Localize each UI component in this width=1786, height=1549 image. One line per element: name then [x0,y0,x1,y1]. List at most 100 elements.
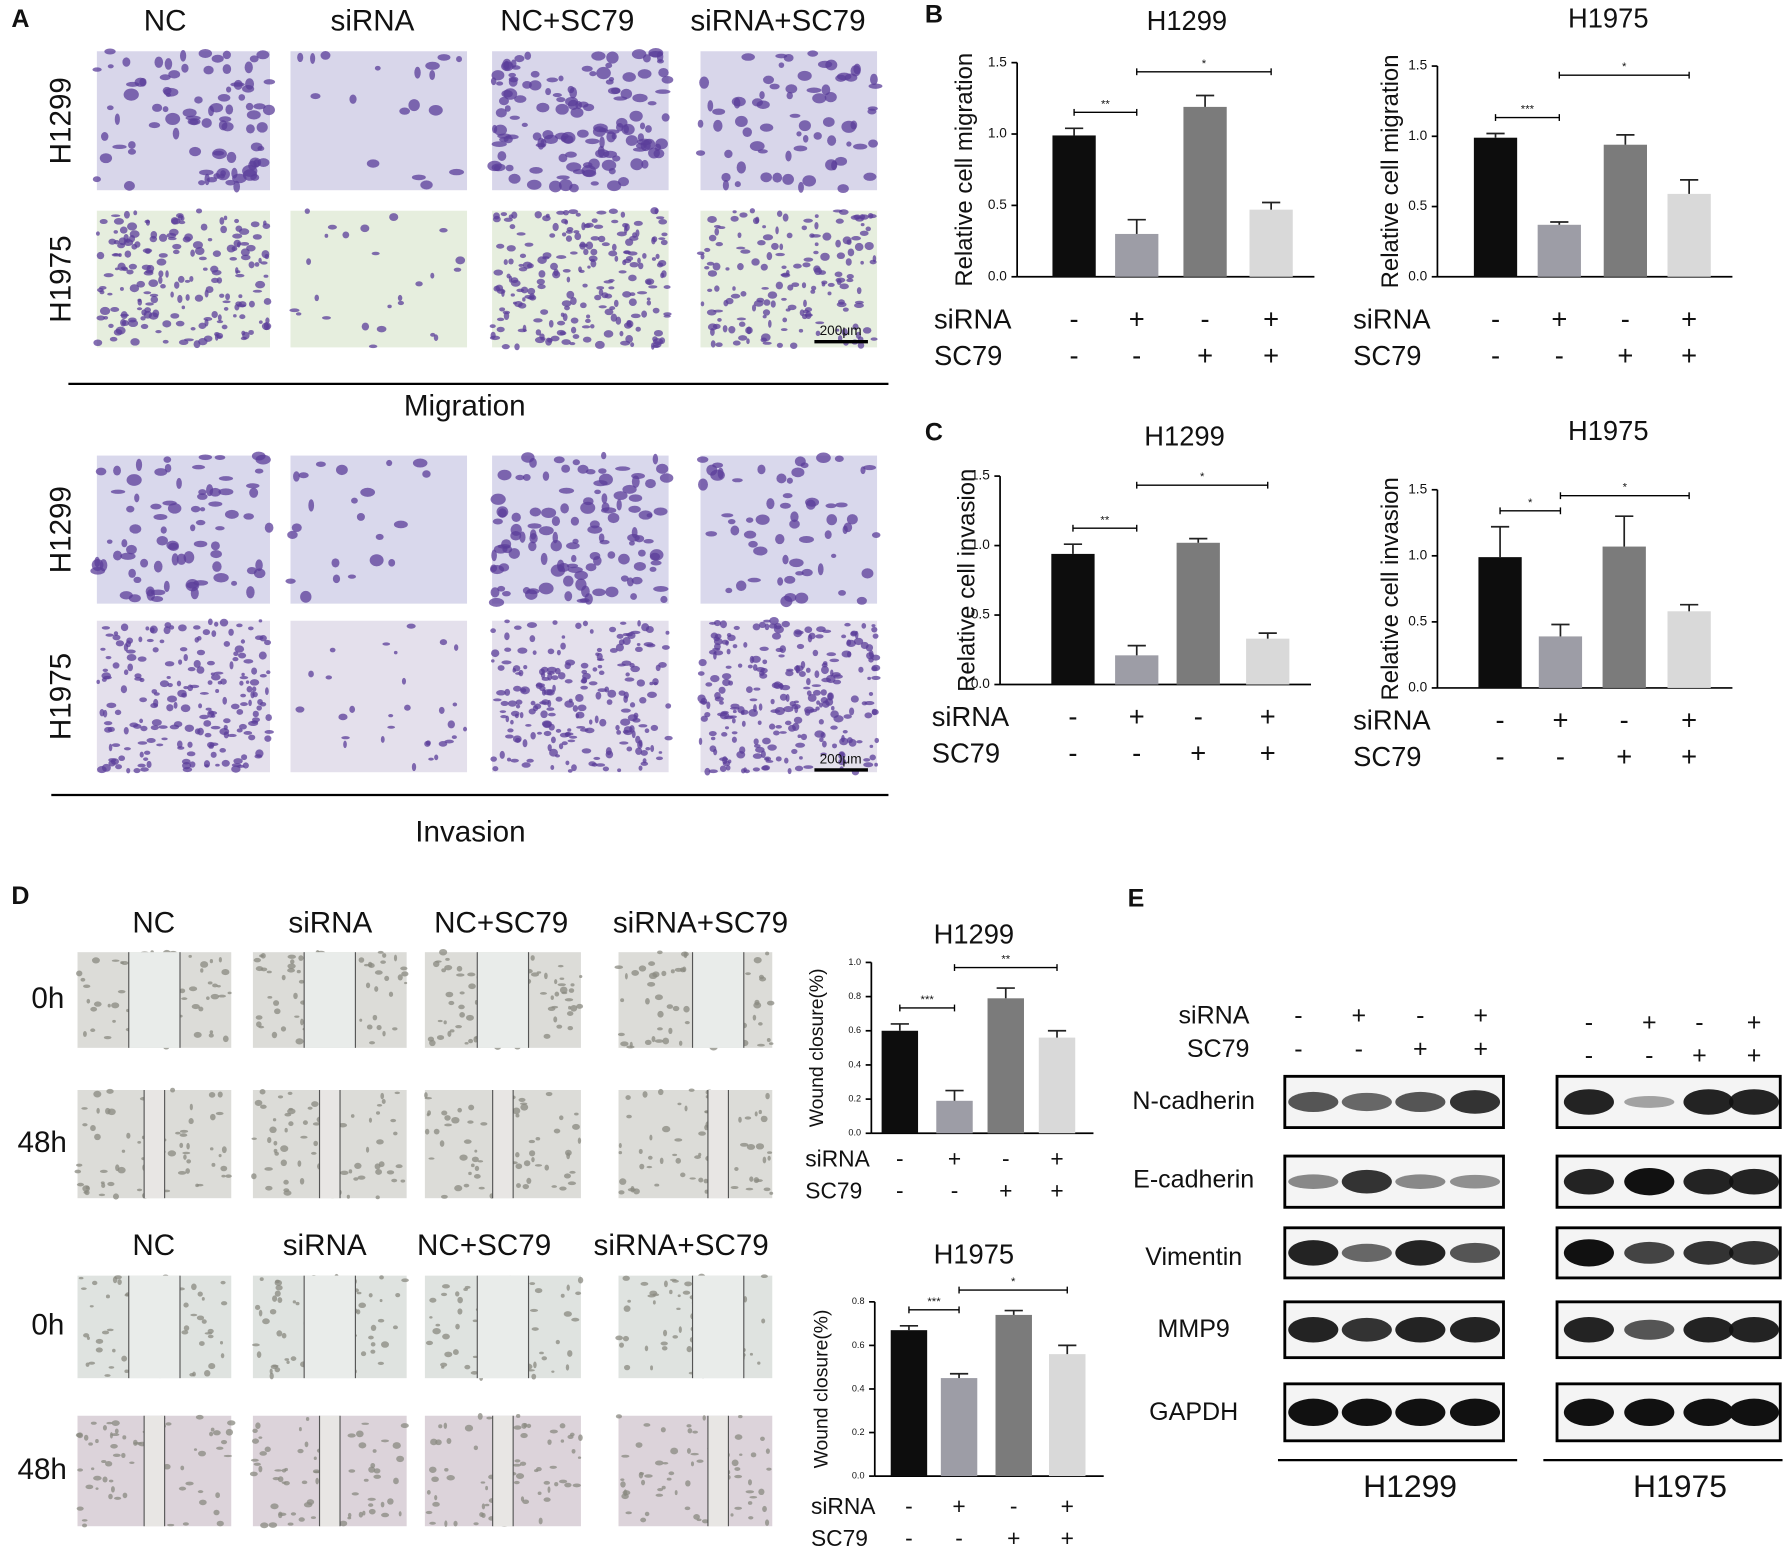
cell [652,453,659,465]
condition-name: SC79 [1353,340,1421,371]
cell [762,234,774,241]
cell [763,1187,771,1192]
cell [663,312,672,316]
cell [868,83,883,89]
cell [556,255,567,259]
cell [197,1291,203,1297]
condition-sign: + [1352,1002,1367,1030]
cell [710,736,716,741]
cell [347,1512,352,1518]
cell [532,132,542,141]
cell [439,228,448,233]
cell [800,660,806,669]
cell [85,1362,90,1367]
cell [803,299,807,308]
cell [601,451,607,460]
cell [180,704,191,713]
cell [665,630,670,635]
cell [159,680,170,688]
cell [522,324,527,333]
cell [111,1002,120,1009]
cell [300,1135,308,1139]
cell [808,632,816,640]
cell [148,122,161,129]
cell [222,1035,229,1043]
cell [221,1146,227,1154]
cell [638,262,644,270]
cell [737,263,744,271]
cell [171,553,179,566]
cell [766,252,773,261]
cell [515,1473,525,1479]
blot [1283,1154,1505,1209]
cell [559,331,567,336]
cell [710,674,720,683]
cell [232,656,239,662]
cell [822,232,832,241]
wound-gap [319,1415,341,1527]
cell [148,279,159,288]
cell [562,209,570,216]
condition-sign: - [1355,1035,1363,1063]
cell [630,313,641,319]
cell [139,751,144,758]
condition-sign: + [1413,1035,1428,1063]
cell [278,1511,283,1519]
cell [752,753,763,759]
cell [786,91,793,100]
cell [101,1459,107,1464]
cell [510,293,515,297]
cell [239,680,244,686]
cell [281,974,286,981]
cell [160,283,166,289]
condition-name: SC79 [934,340,1002,371]
condition-sign: + [1061,1493,1074,1519]
cell [162,339,169,344]
cell [211,630,217,638]
cell [155,330,162,334]
cell [634,535,645,543]
cell [852,323,859,331]
cell [606,51,619,64]
cell [752,767,761,772]
cell [596,286,605,290]
cell [274,1367,281,1373]
cell [560,642,566,650]
cell [670,969,675,974]
cell [733,625,740,631]
cell [760,1436,765,1441]
cell [168,542,179,551]
cell [742,127,752,138]
cell [220,1280,226,1285]
blot-band [1624,1241,1675,1264]
cell [824,530,832,540]
cell [504,647,512,652]
micrograph [696,208,878,349]
y-axis-label: Relative cell migration [1377,54,1404,288]
cell [515,474,525,481]
condition-sign: + [1692,1042,1707,1070]
cell [380,1341,389,1348]
cell [81,1519,88,1522]
cell [710,340,716,348]
cell [397,974,403,981]
y-tick-label: 0.5 [1408,198,1427,213]
cell [76,1182,85,1187]
cell [255,966,264,972]
cell [424,1128,430,1135]
cell [313,1456,317,1461]
cell [234,645,245,653]
cell [827,291,832,296]
cell [726,648,731,655]
cell [212,150,225,156]
cell [192,241,204,249]
cell [790,511,799,523]
cell [642,253,647,259]
cell [757,240,766,246]
cell [209,742,219,747]
cell [638,1148,643,1155]
cell [390,1118,397,1123]
cell [529,167,543,174]
cell [474,1149,478,1153]
cell [537,284,546,290]
